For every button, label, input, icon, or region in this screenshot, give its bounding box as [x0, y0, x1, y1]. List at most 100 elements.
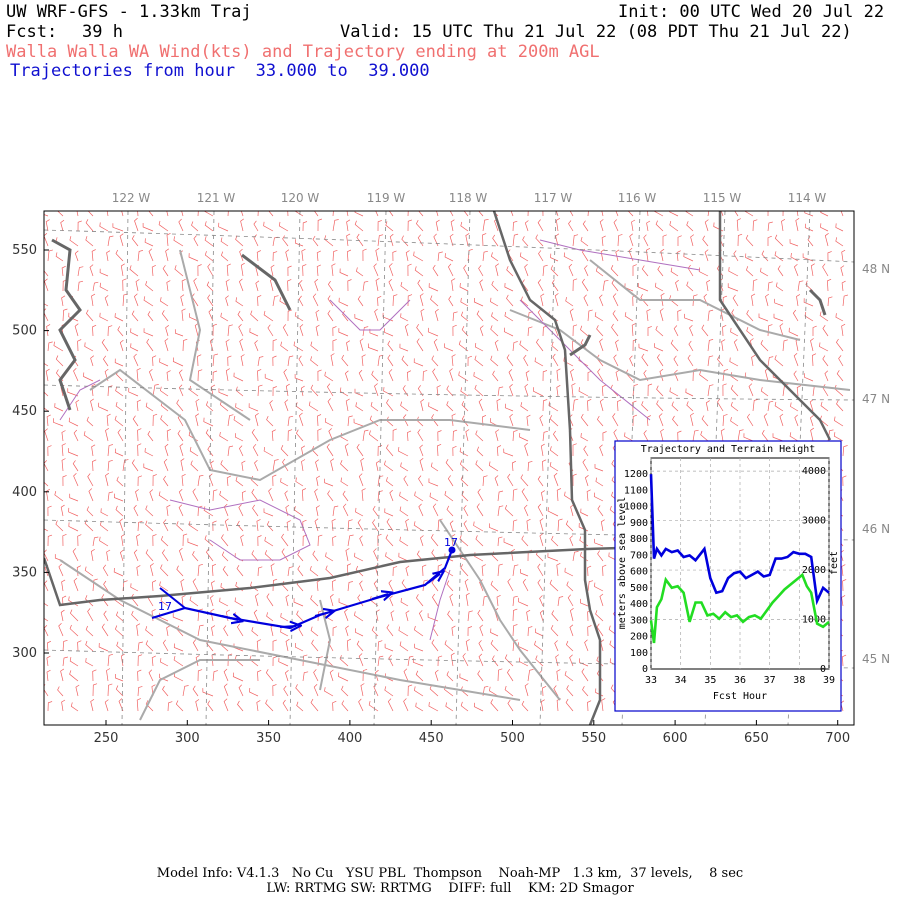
y-tick-label: 350 — [12, 565, 37, 580]
river — [59, 379, 101, 421]
y-tick-label: 500 — [12, 324, 37, 339]
x-tick-label: 550 — [581, 731, 606, 746]
inset-left-axis-label: meters above sea level — [617, 497, 628, 629]
meridian — [455, 211, 471, 725]
flathead-shore — [808, 288, 827, 316]
meridian — [205, 211, 215, 725]
trajectory-arrow — [427, 574, 440, 584]
inset-x-ticks: 33 34 35 36 37 38 39 — [645, 675, 835, 686]
trajectory-end-label: 17 — [444, 536, 458, 549]
puget-sound-coast — [51, 238, 82, 411]
inset-terrain-height-line — [649, 572, 830, 644]
inset-x-tick-label: 34 — [675, 675, 687, 686]
inset-left-tick-label: 600 — [630, 567, 648, 578]
init-time: Init: 00 UTC Wed 20 Jul 22 — [618, 2, 885, 22]
inset-left-tick-label: 100 — [630, 648, 648, 659]
trajectory-tail — [159, 587, 186, 609]
y-tick-label: 450 — [12, 404, 37, 419]
trajectory-arrow — [221, 616, 238, 620]
river — [429, 569, 451, 641]
inset-left-tick-label: 1200 — [624, 469, 648, 480]
latitude-label: 47 N — [862, 392, 890, 406]
inset-x-tick-label: 39 — [823, 675, 835, 686]
meridian — [373, 211, 387, 725]
inset-left-tick-label: 700 — [630, 550, 648, 561]
river — [539, 239, 701, 271]
inset-right-tick-label: 1000 — [802, 615, 826, 626]
model-title: UW WRF-GFS - 1.33km Traj — [6, 2, 252, 22]
lake-chelan — [241, 253, 292, 311]
meridian — [289, 211, 301, 725]
x-tick-label: 250 — [94, 731, 119, 746]
trajectory-arrow — [314, 612, 330, 616]
latitude-label: 45 N — [862, 652, 890, 666]
road — [179, 249, 251, 421]
meridian — [121, 211, 129, 725]
x-tick-label: 500 — [500, 731, 525, 746]
y-tick-label: 550 — [12, 243, 37, 258]
forecast-label: Fcst: — [6, 22, 58, 42]
latitude-label: 46 N — [862, 522, 890, 536]
forecast-hour: 39 h — [82, 22, 123, 42]
inset-left-tick-label: 500 — [630, 583, 648, 594]
inset-left-tick-label: 800 — [630, 534, 648, 545]
inset-left-tick-label: 200 — [630, 632, 648, 643]
trajectory-range: Trajectories from hour 33.000 to 39.000 — [10, 61, 430, 81]
longitude-label: 115 W — [703, 191, 742, 205]
latitude-label: 48 N — [862, 262, 890, 276]
trajectory-arrow — [279, 626, 296, 627]
x-tick-label: 400 — [337, 731, 362, 746]
inset-left-tick-label: 1000 — [624, 502, 648, 513]
road — [509, 309, 851, 391]
inset-x-tick-label: 38 — [793, 675, 805, 686]
inset-right-tick-label: 3000 — [802, 516, 826, 527]
inset-grid — [650, 458, 830, 669]
inset-x-tick-label: 36 — [734, 675, 746, 686]
inset-x-axis-label: Fcst Hour — [713, 691, 767, 702]
wa-or-border — [44, 546, 621, 607]
state-boundaries — [44, 211, 832, 725]
inset-right-tick-label: 0 — [820, 664, 826, 675]
trajectory-terrain-inset: Trajectory and Terrain Height 1200 1100 10… — [614, 440, 842, 712]
latitude-labels: 48 N 47 N 46 N 45 N — [862, 262, 890, 666]
road — [439, 519, 561, 701]
inset-left-tick-label: 300 — [630, 615, 648, 626]
x-tick-label: 300 — [175, 731, 200, 746]
longitude-label: 114 W — [788, 191, 827, 205]
lake-shore — [569, 334, 592, 357]
longitude-label: 120 W — [281, 191, 320, 205]
longitude-label: 118 W — [449, 191, 488, 205]
x-tick-label: 600 — [663, 731, 688, 746]
river — [169, 499, 311, 561]
montana-border — [718, 211, 832, 441]
idaho-border — [492, 211, 602, 725]
inset-left-tick-label: 400 — [630, 599, 648, 610]
river — [329, 299, 411, 331]
inset-x-tick-label: 33 — [645, 675, 657, 686]
inset-left-tick-label: 0 — [642, 664, 648, 675]
longitude-label: 121 W — [197, 191, 236, 205]
road — [59, 559, 521, 701]
longitude-label: 122 W — [112, 191, 151, 205]
meridian — [539, 211, 557, 725]
map-frame — [43, 210, 855, 726]
inset-left-tick-label: 1100 — [624, 485, 648, 496]
inset-right-axis-label: feet — [829, 551, 840, 575]
inset-x-tick-label: 35 — [704, 675, 716, 686]
x-tick-label: 650 — [744, 731, 769, 746]
inset-left-tick-label: 900 — [630, 518, 648, 529]
road — [139, 659, 260, 721]
road-lines — [59, 249, 851, 721]
inset-x-tick-label: 37 — [764, 675, 776, 686]
trajectory-start-label: 17 — [158, 600, 172, 613]
inset-trajectory-height-line — [649, 474, 830, 606]
inset-right-tick-label: 4000 — [802, 466, 826, 477]
y-tick-label: 400 — [12, 485, 37, 500]
parallel — [44, 384, 854, 401]
longitude-labels: 122 W 121 W 120 W 119 W 118 W 117 W 116 W 115 W… — [112, 191, 827, 205]
river-lines — [59, 239, 701, 641]
trajectory-arrow — [371, 594, 388, 599]
plot-subtitle: Walla Walla WA Wind(kts) and Trajectory … — [6, 42, 600, 62]
